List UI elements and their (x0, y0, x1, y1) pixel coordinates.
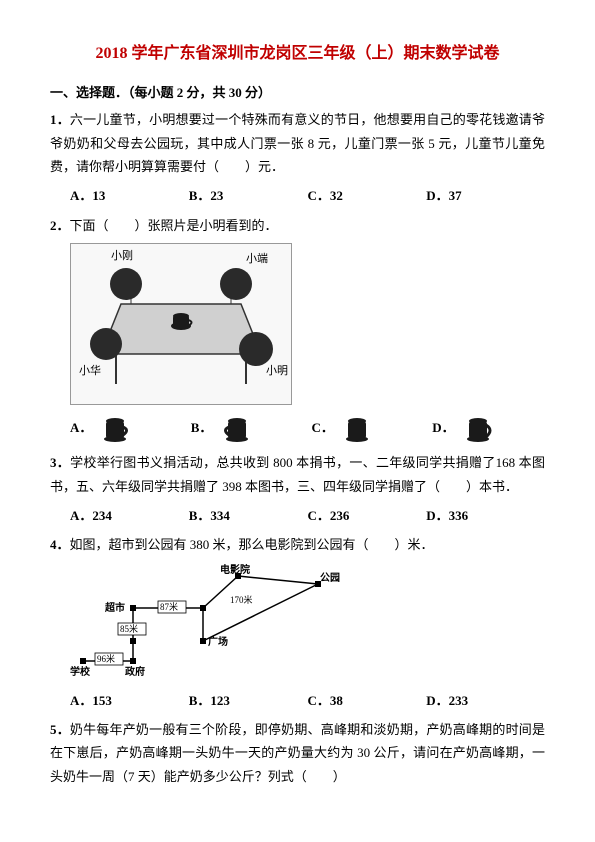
question-5: 5．奶牛每年产奶一般有三个阶段，即停奶期、高峰期和淡奶期，产奶高峰期的时间是在下… (50, 718, 545, 788)
svg-text:87米: 87米 (160, 601, 178, 612)
section-1-header: 一、选择题．（每小题 2 分，共 30 分） (50, 81, 545, 104)
label-xh: 小华 (79, 363, 101, 377)
q2-opt-a: A． (70, 411, 183, 445)
q1-opt-d: D．37 (426, 184, 545, 207)
q3-opt-d: D．336 (426, 504, 545, 527)
q3-text: 学校举行图书义捐活动，总共收到 800 本捐书，一、二年级同学共捐赠了168 本… (50, 455, 545, 493)
q4-map-image: 87米 96米 85米 170米 电影院 公园 超市 广场 学校 政府 (70, 563, 350, 683)
q2-opt-d: D． (432, 411, 545, 445)
q4-text: 如图，超市到公园有 380 米，那么电影院到公园有（ ）米． (70, 537, 434, 552)
svg-text:170米: 170米 (230, 594, 253, 605)
q2-options: A． B． C． D． (70, 411, 545, 445)
q1-num: 1． (50, 112, 70, 127)
svg-text:超市: 超市 (104, 601, 125, 614)
q2-opt-c: C． (312, 411, 425, 445)
question-4: 4．如图，超市到公园有 380 米，那么电影院到公园有（ ）米． (50, 533, 545, 556)
q3-num: 3． (50, 455, 70, 470)
q3-opt-a: A．234 (70, 504, 189, 527)
cup-icon (461, 411, 495, 445)
label-xm: 小明 (266, 364, 288, 377)
cup-icon (218, 411, 252, 445)
q3-opt-c: C．236 (308, 504, 427, 527)
q2-num: 2． (50, 218, 70, 233)
q3-options: A．234 B．334 C．236 D．336 (70, 504, 545, 527)
q1-opt-c: C．32 (308, 184, 427, 207)
exam-title: 2018 学年广东省深圳市龙岗区三年级（上）期末数学试卷 (50, 40, 545, 69)
label-xd: 小端 (246, 252, 268, 265)
question-2: 2．下面（ ）张照片是小明看到的． (50, 214, 545, 237)
q4-options: A．153 B．123 C．38 D．233 (70, 689, 545, 712)
svg-text:广场: 广场 (208, 635, 228, 648)
label-xg: 小刚 (111, 249, 133, 262)
q4-opt-d: D．233 (426, 689, 545, 712)
svg-text:电影院: 电影院 (220, 563, 250, 576)
q1-options: A．13 B．23 C．32 D．37 (70, 184, 545, 207)
q1-text: 六一儿童节，小明想要过一个特殊而有意义的节日，他想要用自己的零花钱邀请爷爷奶奶和… (50, 112, 545, 174)
question-3: 3．学校举行图书义捐活动，总共收到 800 本捐书，一、二年级同学共捐赠了168… (50, 451, 545, 498)
q4-num: 4． (50, 537, 70, 552)
svg-text:政府: 政府 (125, 665, 145, 678)
q1-opt-a: A．13 (70, 184, 189, 207)
svg-text:公园: 公园 (320, 572, 340, 584)
question-1: 1．六一儿童节，小明想要过一个特殊而有意义的节日，他想要用自己的零花钱邀请爷爷奶… (50, 108, 545, 178)
q1-opt-b: B．23 (189, 184, 308, 207)
svg-text:96米: 96米 (97, 653, 115, 664)
q2-scene-image: 小刚 小端 小华 小明 (70, 243, 292, 405)
q3-opt-b: B．334 (189, 504, 308, 527)
svg-text:学校: 学校 (70, 665, 91, 678)
q4-opt-b: B．123 (189, 689, 308, 712)
q4-opt-a: A．153 (70, 689, 189, 712)
q5-text: 奶牛每年产奶一般有三个阶段，即停奶期、高峰期和淡奶期，产奶高峰期的时间是在下崽后… (50, 722, 545, 784)
svg-text:85米: 85米 (120, 623, 138, 634)
q2-opt-b: B． (191, 411, 304, 445)
cup-icon (98, 411, 132, 445)
cup-icon (340, 411, 374, 445)
q5-num: 5． (50, 722, 70, 737)
q2-text: 下面（ ）张照片是小明看到的． (70, 218, 278, 233)
q4-opt-c: C．38 (308, 689, 427, 712)
